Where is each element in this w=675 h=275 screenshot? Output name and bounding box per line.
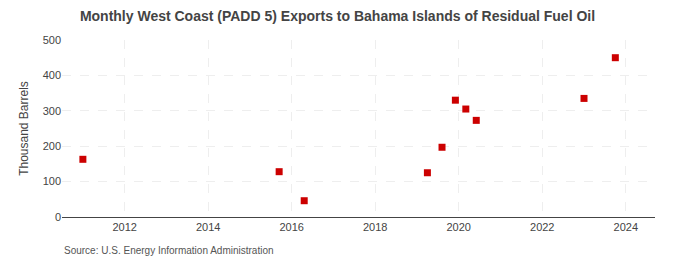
svg-text:2016: 2016	[279, 221, 303, 233]
svg-text:2014: 2014	[196, 221, 220, 233]
svg-text:300: 300	[43, 105, 61, 117]
svg-text:200: 200	[43, 140, 61, 152]
svg-text:Source: U.S. Energy Informatio: Source: U.S. Energy Information Administ…	[64, 245, 274, 256]
svg-text:2020: 2020	[446, 221, 470, 233]
svg-text:2012: 2012	[112, 221, 136, 233]
svg-text:2022: 2022	[530, 221, 554, 233]
svg-text:2024: 2024	[614, 221, 638, 233]
svg-text:Monthly West Coast (PADD 5) Ex: Monthly West Coast (PADD 5) Exports to B…	[80, 8, 595, 24]
svg-text:2018: 2018	[363, 221, 387, 233]
svg-text:Thousand Barrels: Thousand Barrels	[17, 81, 31, 176]
svg-text:500: 500	[43, 34, 61, 46]
svg-text:100: 100	[43, 175, 61, 187]
svg-text:400: 400	[43, 69, 61, 81]
svg-text:0: 0	[55, 211, 61, 223]
